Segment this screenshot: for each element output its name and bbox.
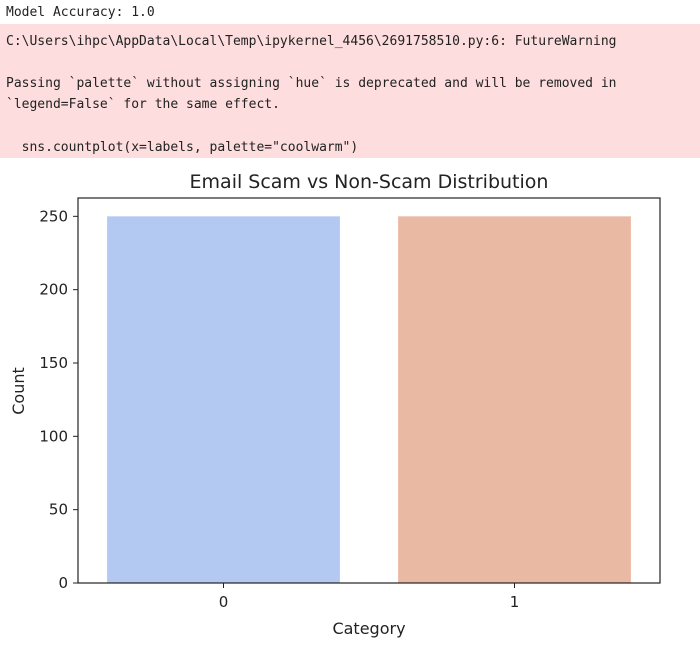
bar-category-0 <box>107 216 340 584</box>
chart-title: Email Scam vs Non-Scam Distribution <box>190 171 549 193</box>
countplot-chart: Email Scam vs Non-Scam Distribution 0 50 1… <box>9 171 661 638</box>
y-tick-label: 0 <box>58 574 68 592</box>
y-tick-label: 150 <box>39 354 68 372</box>
warning-line: Passing `palette` without assigning `hue… <box>6 76 617 91</box>
y-tick-label: 100 <box>39 427 68 445</box>
stdout-output: Model Accuracy: 1.0 <box>0 0 700 24</box>
y-tick-label: 200 <box>39 281 68 299</box>
warning-line: `legend=False` for the same effect. <box>6 97 280 112</box>
y-tick-label: 250 <box>39 207 68 225</box>
y-tick-label: 50 <box>49 501 68 519</box>
chart-figure: Email Scam vs Non-Scam Distribution 0 50 1… <box>0 158 700 646</box>
model-accuracy-text: Model Accuracy: 1.0 <box>6 5 155 20</box>
bars-group <box>107 216 631 584</box>
warning-line: C:\Users\ihpc\AppData\Local\Temp\ipykern… <box>6 34 617 49</box>
plot-frame <box>77 197 661 584</box>
x-axis-label: Category <box>332 619 405 638</box>
y-axis-ticks: 0 50 100 150 200 250 <box>39 207 78 592</box>
warning-line: sns.countplot(x=labels, palette="coolwar… <box>6 140 359 155</box>
y-axis-label: Count <box>9 367 28 415</box>
x-tick-label: 0 <box>219 593 229 611</box>
bar-category-1 <box>398 216 631 584</box>
future-warning-output: C:\Users\ihpc\AppData\Local\Temp\ipykern… <box>0 24 700 158</box>
x-tick-label: 1 <box>510 593 520 611</box>
